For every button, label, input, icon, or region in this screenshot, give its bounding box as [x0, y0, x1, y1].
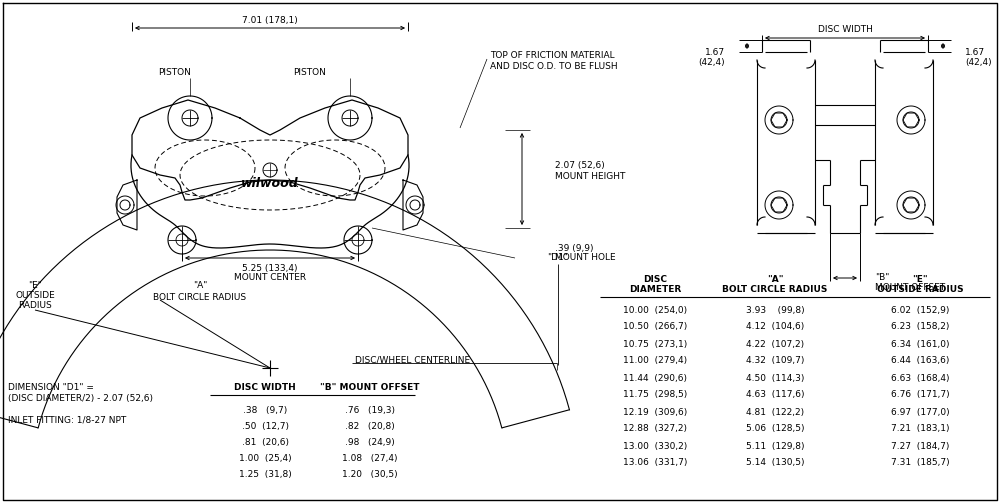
- Text: .82   (20,8): .82 (20,8): [345, 423, 395, 432]
- Text: OUTSIDE RADIUS: OUTSIDE RADIUS: [877, 286, 963, 294]
- Text: 11.00  (279,4): 11.00 (279,4): [623, 357, 687, 366]
- Text: 12.88  (327,2): 12.88 (327,2): [623, 425, 687, 434]
- Text: MOUNT HOLE: MOUNT HOLE: [555, 254, 616, 263]
- Text: 6.63  (168,4): 6.63 (168,4): [891, 374, 949, 382]
- Text: DISC/WHEEL CENTERLINE: DISC/WHEEL CENTERLINE: [355, 356, 470, 365]
- Text: "B" MOUNT OFFSET: "B" MOUNT OFFSET: [320, 383, 420, 392]
- Text: 7.31  (185,7): 7.31 (185,7): [891, 459, 949, 467]
- Text: 6.76  (171,7): 6.76 (171,7): [891, 390, 949, 399]
- Text: 10.00  (254,0): 10.00 (254,0): [623, 305, 687, 314]
- Text: 1.67: 1.67: [965, 47, 985, 56]
- Text: "E": "E": [912, 276, 928, 285]
- Text: 1.67: 1.67: [705, 47, 725, 56]
- Text: .81  (20,6): .81 (20,6): [242, 439, 288, 448]
- Text: 12.19  (309,6): 12.19 (309,6): [623, 407, 687, 416]
- Text: "E": "E": [28, 281, 42, 290]
- Text: AND DISC O.D. TO BE FLUSH: AND DISC O.D. TO BE FLUSH: [490, 61, 618, 70]
- Text: "D1": "D1": [548, 254, 568, 263]
- Text: 10.50  (266,7): 10.50 (266,7): [623, 322, 687, 331]
- Text: 4.50  (114,3): 4.50 (114,3): [746, 374, 804, 382]
- Text: DISC: DISC: [643, 276, 667, 285]
- Text: (42,4): (42,4): [965, 57, 992, 66]
- Text: 11.44  (290,6): 11.44 (290,6): [623, 374, 687, 382]
- Text: RADIUS: RADIUS: [18, 300, 52, 309]
- Text: 5.25 (133,4): 5.25 (133,4): [242, 264, 298, 273]
- Text: OUTSIDE: OUTSIDE: [15, 291, 55, 299]
- Text: 5.11  (129,8): 5.11 (129,8): [746, 442, 804, 451]
- Text: PISTON: PISTON: [159, 67, 191, 76]
- Text: INLET FITTING: 1/8-27 NPT: INLET FITTING: 1/8-27 NPT: [8, 415, 126, 425]
- Text: 6.23  (158,2): 6.23 (158,2): [891, 322, 949, 331]
- Text: 4.63  (117,6): 4.63 (117,6): [746, 390, 804, 399]
- Text: 7.21  (183,1): 7.21 (183,1): [891, 425, 949, 434]
- Text: 7.27  (184,7): 7.27 (184,7): [891, 442, 949, 451]
- Text: "B": "B": [875, 274, 889, 283]
- Text: .50  (12,7): .50 (12,7): [242, 423, 288, 432]
- Text: wilwood: wilwood: [241, 177, 299, 190]
- Text: 2.07 (52,6): 2.07 (52,6): [555, 160, 605, 170]
- Text: TOP OF FRICTION MATERIAL: TOP OF FRICTION MATERIAL: [490, 50, 615, 59]
- Text: MOUNT CENTER: MOUNT CENTER: [234, 274, 306, 283]
- Text: 1.25  (31,8): 1.25 (31,8): [239, 470, 291, 479]
- Text: DISC WIDTH: DISC WIDTH: [234, 383, 296, 392]
- Text: (42,4): (42,4): [698, 57, 725, 66]
- Text: 7.01 (178,1): 7.01 (178,1): [242, 16, 298, 25]
- Text: 4.81  (122,2): 4.81 (122,2): [746, 407, 804, 416]
- Text: .38   (9,7): .38 (9,7): [243, 406, 287, 415]
- Text: .76   (19,3): .76 (19,3): [345, 406, 395, 415]
- Text: "A": "A": [193, 281, 207, 290]
- Text: 6.44  (163,6): 6.44 (163,6): [891, 357, 949, 366]
- Text: 5.06  (128,5): 5.06 (128,5): [746, 425, 804, 434]
- Text: 1.08   (27,4): 1.08 (27,4): [342, 455, 398, 463]
- Text: .98   (24,9): .98 (24,9): [345, 439, 395, 448]
- Text: 6.02  (152,9): 6.02 (152,9): [891, 305, 949, 314]
- Text: 1.20   (30,5): 1.20 (30,5): [342, 470, 398, 479]
- Text: 13.00  (330,2): 13.00 (330,2): [623, 442, 687, 451]
- Text: 13.06  (331,7): 13.06 (331,7): [623, 459, 687, 467]
- Text: 1.00  (25,4): 1.00 (25,4): [239, 455, 291, 463]
- Text: 3.93    (99,8): 3.93 (99,8): [746, 305, 804, 314]
- Text: 11.75  (298,5): 11.75 (298,5): [623, 390, 687, 399]
- Text: 6.34  (161,0): 6.34 (161,0): [891, 340, 949, 349]
- Text: (DISC DIAMETER/2) - 2.07 (52,6): (DISC DIAMETER/2) - 2.07 (52,6): [8, 394, 153, 403]
- Text: 10.75  (273,1): 10.75 (273,1): [623, 340, 687, 349]
- Text: 4.32  (109,7): 4.32 (109,7): [746, 357, 804, 366]
- Text: BOLT CIRCLE RADIUS: BOLT CIRCLE RADIUS: [153, 293, 247, 301]
- Text: 4.22  (107,2): 4.22 (107,2): [746, 340, 804, 349]
- Text: PISTON: PISTON: [294, 67, 326, 76]
- Text: 6.97  (177,0): 6.97 (177,0): [891, 407, 949, 416]
- Text: MOUNT OFFSET: MOUNT OFFSET: [875, 284, 945, 293]
- Text: DIAMETER: DIAMETER: [629, 286, 681, 294]
- Text: 4.12  (104,6): 4.12 (104,6): [746, 322, 804, 331]
- Text: BOLT CIRCLE RADIUS: BOLT CIRCLE RADIUS: [722, 286, 828, 294]
- Text: "A": "A": [767, 276, 783, 285]
- Text: DISC WIDTH: DISC WIDTH: [818, 25, 872, 34]
- Text: 5.14  (130,5): 5.14 (130,5): [746, 459, 804, 467]
- Text: DIMENSION "D1" =: DIMENSION "D1" =: [8, 383, 94, 392]
- Text: MOUNT HEIGHT: MOUNT HEIGHT: [555, 172, 625, 181]
- Text: .39 (9,9): .39 (9,9): [555, 243, 594, 253]
